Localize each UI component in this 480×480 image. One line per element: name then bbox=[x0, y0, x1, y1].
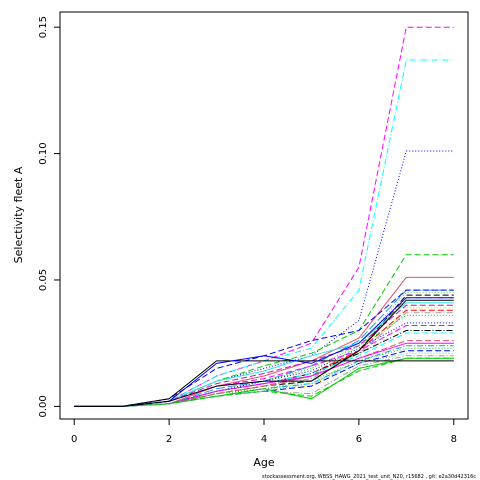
y-tick-label: 0.10 bbox=[38, 142, 49, 164]
series-line-22 bbox=[74, 342, 454, 407]
x-axis: 0 2 4 6 8 bbox=[71, 419, 457, 445]
series-line-15 bbox=[74, 312, 454, 407]
series-line-31 bbox=[74, 297, 454, 407]
x-tick-label: 2 bbox=[166, 434, 172, 445]
y-axis-title: Selectivity fleet A bbox=[12, 166, 25, 263]
y-tick-label: 0.00 bbox=[38, 395, 49, 417]
x-tick-label: 8 bbox=[451, 434, 457, 445]
series-line-5 bbox=[74, 276, 454, 407]
series-line-20 bbox=[74, 332, 454, 407]
y-axis: 0.00 0.05 0.10 0.15 bbox=[38, 16, 60, 417]
y-tick-label: 0.05 bbox=[38, 269, 49, 291]
series-layer bbox=[74, 26, 454, 407]
series-line-27 bbox=[74, 357, 454, 407]
series-line-10 bbox=[74, 297, 454, 407]
series-line-1 bbox=[74, 26, 454, 407]
y-tick-label: 0.15 bbox=[38, 16, 49, 38]
series-line-29 bbox=[74, 357, 454, 407]
x-tick-label: 4 bbox=[261, 434, 267, 445]
series-line-32 bbox=[74, 299, 454, 407]
x-tick-label: 6 bbox=[356, 434, 362, 445]
x-axis-title: Age bbox=[253, 456, 275, 469]
series-line-3 bbox=[74, 150, 454, 407]
series-line-2 bbox=[74, 59, 454, 407]
footer-credit: stockassessment.org, WBSS_HAWG_2021_test… bbox=[262, 474, 476, 480]
series-line-24 bbox=[74, 347, 454, 407]
series-line-14 bbox=[74, 309, 454, 407]
x-tick-label: 0 bbox=[71, 434, 77, 445]
series-line-30 bbox=[74, 360, 454, 407]
